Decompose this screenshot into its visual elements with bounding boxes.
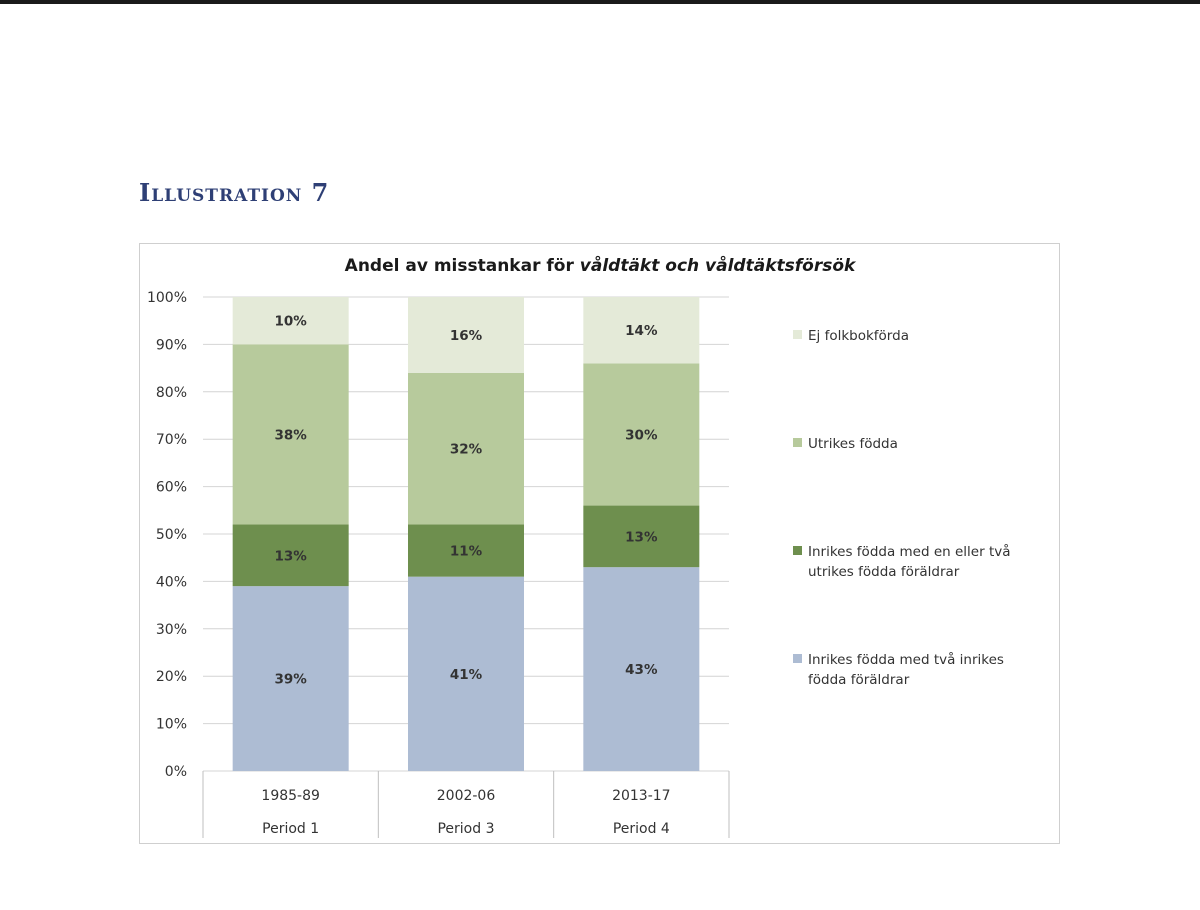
x-category-label: 1985-89 <box>261 788 320 804</box>
legend-swatch-inrikes-utrikes-foraldrar <box>793 546 802 555</box>
y-tick-label: 0% <box>165 764 187 780</box>
y-tick-label: 10% <box>156 717 187 733</box>
y-tick-label: 100% <box>147 290 187 306</box>
top-border <box>0 0 1200 4</box>
x-category-label: 2002-06 <box>437 788 496 804</box>
data-label: 41% <box>450 667 483 683</box>
data-label: 38% <box>275 427 308 443</box>
bar-segment <box>232 344 349 525</box>
data-label: 13% <box>275 548 308 564</box>
data-label: 43% <box>625 662 658 678</box>
data-label: 39% <box>275 672 308 688</box>
bar-segment <box>583 297 700 364</box>
y-tick-label: 90% <box>156 337 187 353</box>
chart-title-plain: Andel av misstankar för <box>344 256 574 276</box>
y-tick-label: 70% <box>156 432 187 448</box>
legend-swatch-inrikes-inrikes-foraldrar <box>793 654 802 663</box>
x-group-label: Period 1 <box>262 821 319 837</box>
y-tick-label: 60% <box>156 480 187 496</box>
bar-segment <box>583 567 700 771</box>
legend-item-inrikes-utrikes-foraldrar: Inrikes födda med en eller två utrikes f… <box>793 542 1018 582</box>
data-label: 11% <box>450 544 483 560</box>
data-label: 32% <box>450 442 483 458</box>
legend-swatch-utrikes-fodda <box>793 438 802 447</box>
data-label: 14% <box>625 323 658 339</box>
chart-title: Andel av misstankar för våldtäkt och vål… <box>0 256 1200 276</box>
y-tick-label: 20% <box>156 669 187 685</box>
y-tick-label: 30% <box>156 622 187 638</box>
y-tick-label: 50% <box>156 527 187 543</box>
bar-segment <box>232 524 349 587</box>
legend-label: Ej folkbokförda <box>808 328 909 344</box>
data-label: 13% <box>625 529 658 545</box>
bar-segment <box>583 505 700 568</box>
x-category-label: 2013-17 <box>612 788 671 804</box>
y-tick-label: 40% <box>156 574 187 590</box>
legend-item-utrikes-fodda: Utrikes födda <box>793 434 1018 454</box>
legend-label: Inrikes födda med en eller två utrikes f… <box>808 544 1011 580</box>
bar-segment <box>232 297 349 345</box>
data-label: 16% <box>450 328 483 344</box>
bar-segment <box>583 363 700 506</box>
bar-segment <box>408 297 524 373</box>
data-label: 30% <box>625 427 658 443</box>
legend-item-ej-folkbokforda: Ej folkbokförda <box>793 326 1018 346</box>
legend-label: Inrikes födda med två inrikes födda förä… <box>808 652 1004 688</box>
legend-item-inrikes-inrikes-foraldrar: Inrikes födda med två inrikes födda förä… <box>793 650 1018 690</box>
x-group-label: Period 3 <box>437 821 494 837</box>
bar-segment <box>232 586 349 771</box>
bar-segment <box>408 372 524 525</box>
page-heading: Illustration 7 <box>139 178 330 207</box>
x-group-label: Period 4 <box>613 821 670 837</box>
data-label: 10% <box>275 314 308 330</box>
bar-segment <box>408 524 524 577</box>
chart-title-italic: våldtäkt och våldtäktsförsök <box>579 256 856 276</box>
legend-swatch-ej-folkbokforda <box>793 330 802 339</box>
bar-segment <box>408 576 524 771</box>
y-tick-label: 80% <box>156 385 187 401</box>
legend-label: Utrikes födda <box>808 436 898 452</box>
